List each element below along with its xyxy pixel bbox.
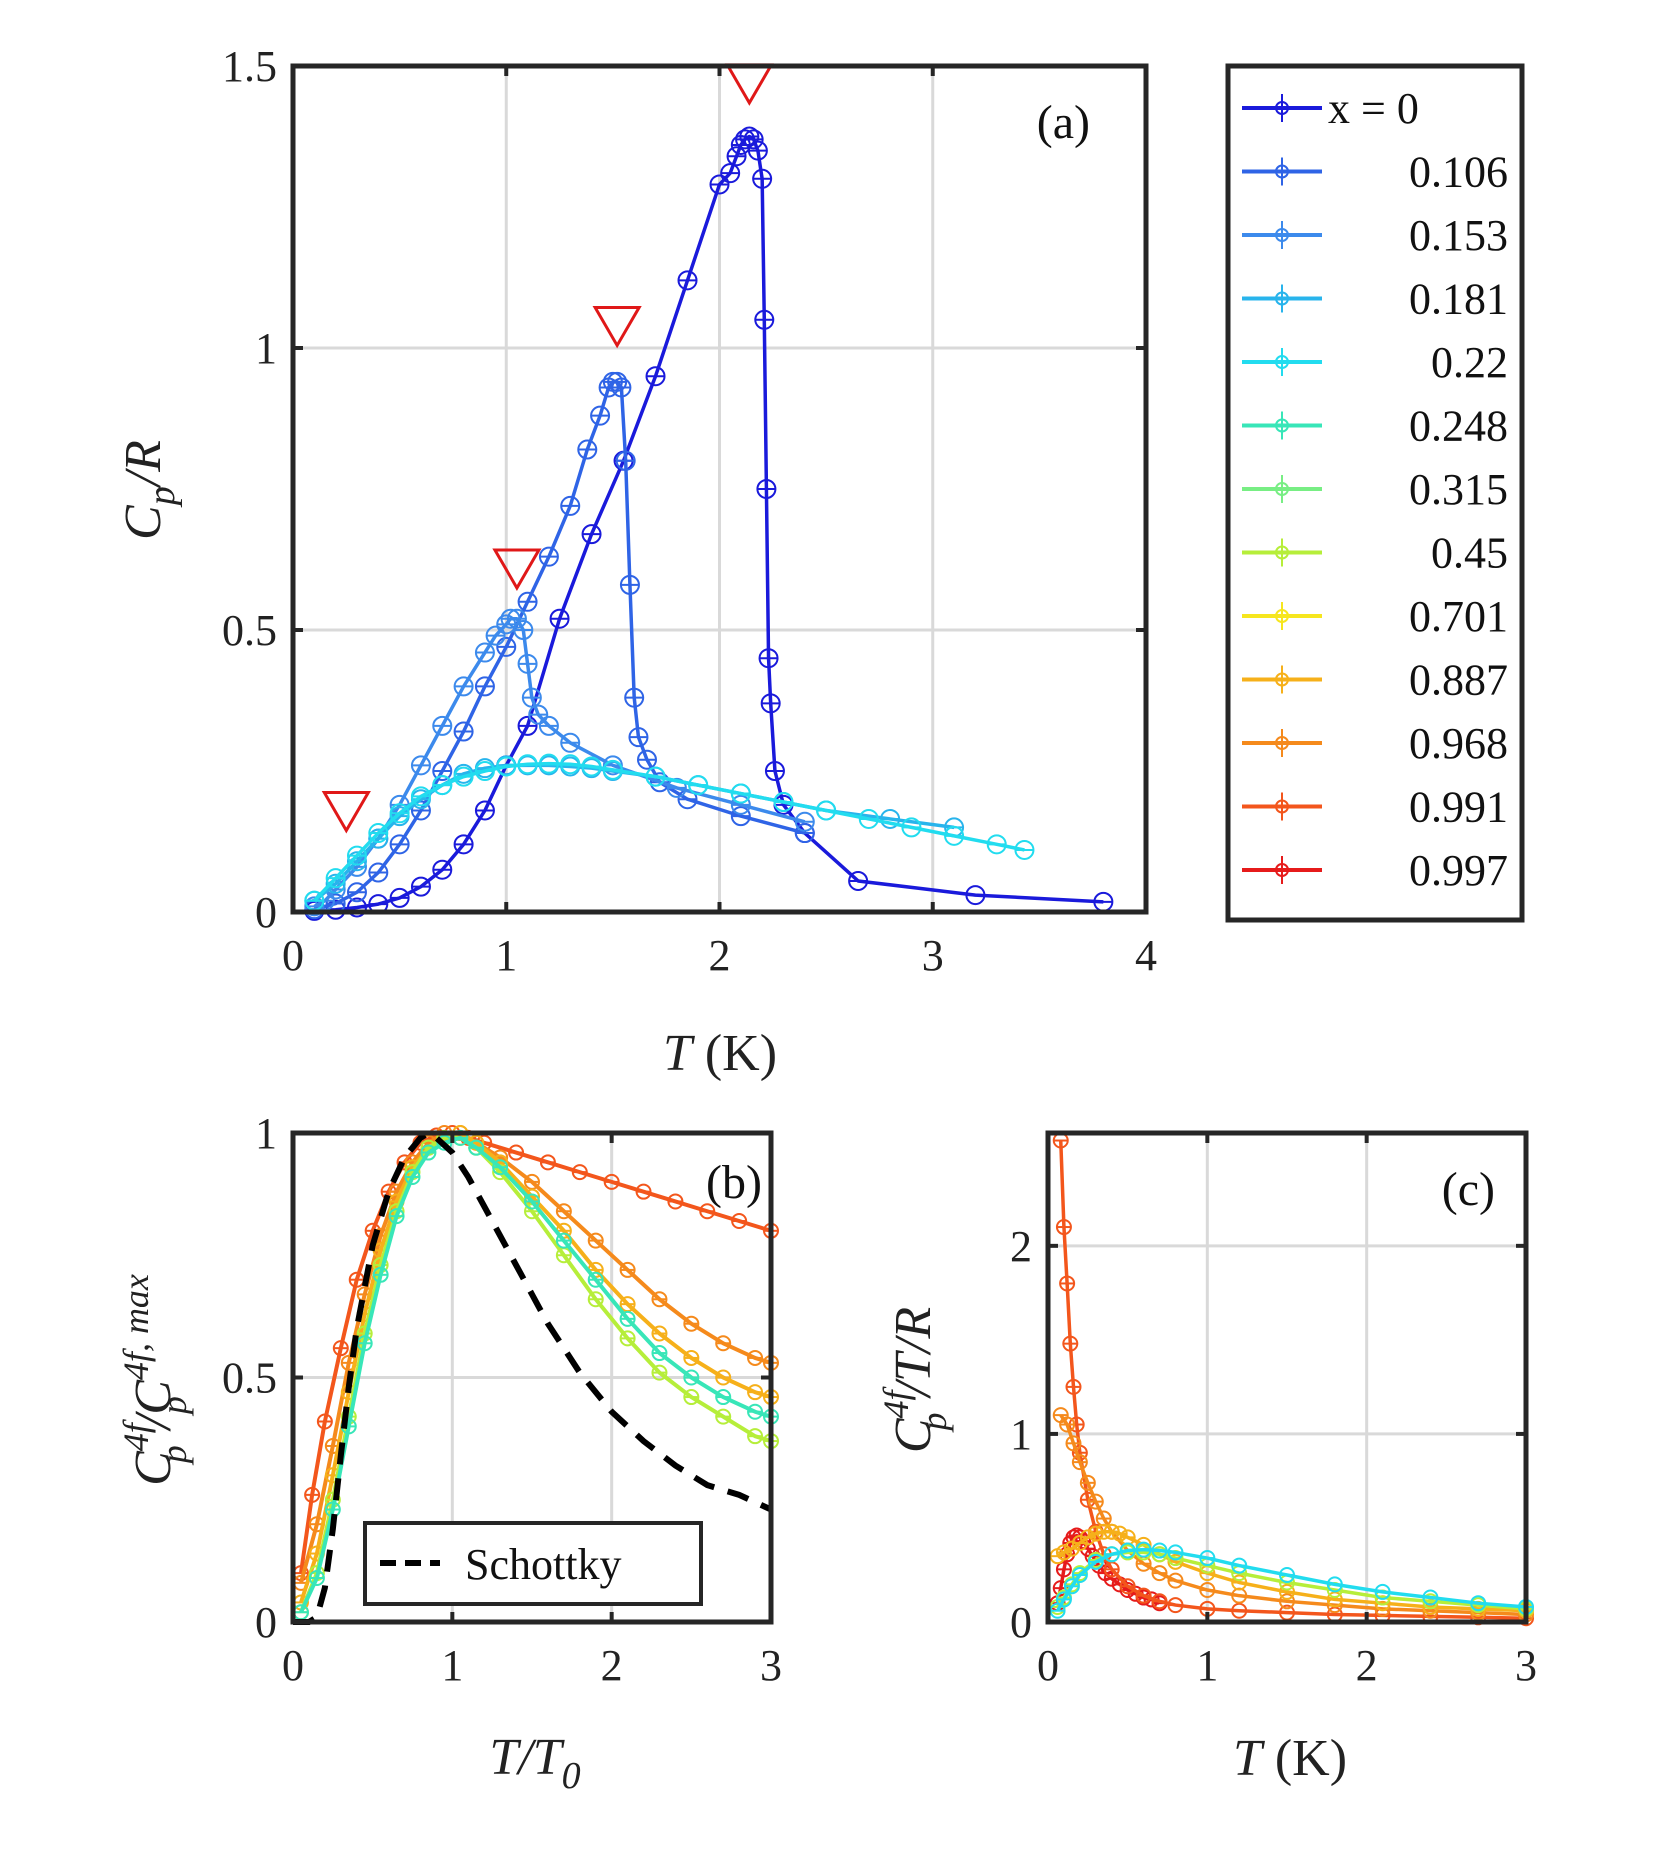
schottky-legend-label: Schottky <box>465 1540 621 1589</box>
panel-a-xtick-label-4: 4 <box>1135 931 1157 980</box>
series-line <box>1056 1547 1527 1612</box>
panel-a-series-x---0 <box>304 126 1114 921</box>
panel-a-tag: (a) <box>1037 96 1090 149</box>
panel-b-tag: (b) <box>706 1156 762 1209</box>
panel-c-xlabel: T (K) <box>1233 1730 1347 1787</box>
panel-c-tag: (c) <box>1442 1163 1495 1216</box>
panel-c-xtick-label-2: 2 <box>1356 1641 1378 1690</box>
panel-c-ticks: 0 1 2 3 0 1 2 <box>1010 1133 1537 1690</box>
legend-entry-12: 0.997 <box>1242 846 1508 895</box>
legend-entry-1: 0.106 <box>1242 148 1508 197</box>
legend-entry-6: 0.315 <box>1242 465 1508 514</box>
panel-c-ytick-label-0: 0 <box>1010 1598 1032 1647</box>
legend-label-0: x = 0 <box>1328 84 1419 133</box>
panel-b-ticks: 0 1 2 3 0 0.5 1 <box>222 1109 782 1690</box>
panel-b-ytick-label-0: 0 <box>255 1598 277 1647</box>
legend-label-10: 0.968 <box>1409 719 1508 768</box>
panel-c-ylabel: C4fp/T/R <box>876 1307 954 1453</box>
panel-a-xlabel: T (K) <box>663 1025 777 1082</box>
panel-a-ylabel: Cp/R <box>115 440 183 540</box>
series-line <box>313 380 806 911</box>
panel-a-series-0-22 <box>304 753 1035 911</box>
panel-b-xtick-label-2: 2 <box>601 1641 623 1690</box>
series-line <box>299 1135 772 1614</box>
legend-entry-8: 0.701 <box>1242 592 1508 641</box>
legend-label-5: 0.248 <box>1409 402 1508 451</box>
panel-b: 0 1 2 3 0 0.5 1 (b) Schottky T/T0 C4fp/C4f, ma… <box>116 1109 782 1797</box>
legend-label-2: 0.153 <box>1409 211 1508 260</box>
panel-a-grid <box>293 66 1146 912</box>
panel-b-xtick-label-1: 1 <box>441 1641 463 1690</box>
panel-c: 0 1 2 3 0 1 2 (c) T (K) C4fp/T/R <box>876 1130 1537 1787</box>
legend-label-4: 0.22 <box>1431 338 1508 387</box>
legend: x = 0 0.106 0.153 0.181 0.22 0.248 0.315 0.45 0.… <box>1225 63 1525 923</box>
panel-b-xtick-label-3: 3 <box>760 1641 782 1690</box>
panel-c-ytick-label-1: 1 <box>1010 1410 1032 1459</box>
transition-marker-2 <box>592 305 642 349</box>
legend-entry-4: 0.22 <box>1242 338 1508 387</box>
transition-marker-1 <box>492 548 542 591</box>
panel-a-series-0-106 <box>304 371 815 920</box>
panel-c-xtick-label-1: 1 <box>1196 1641 1218 1690</box>
panel-c-series <box>1049 1132 1534 1627</box>
panel-c-series-0-22 <box>1049 1541 1534 1619</box>
panel-a-xtick-label-2: 2 <box>709 931 731 980</box>
panel-c-grid <box>1048 1133 1526 1622</box>
panel-a-ytick-label-2: 1 <box>255 324 277 373</box>
legend-entry-5: 0.248 <box>1242 402 1508 451</box>
panel-a-xtick-label-1: 1 <box>495 931 517 980</box>
legend-entry-2: 0.153 <box>1242 211 1508 260</box>
legend-label-8: 0.701 <box>1409 592 1508 641</box>
legend-entry-11: 0.991 <box>1242 783 1508 832</box>
panel-b-xtick-label-0: 0 <box>282 1641 304 1690</box>
legend-label-3: 0.181 <box>1409 275 1508 324</box>
panel-a-series <box>304 126 1114 921</box>
transition-marker-0 <box>321 790 371 834</box>
legend-label-12: 0.997 <box>1409 846 1508 895</box>
legend-label-1: 0.106 <box>1409 148 1508 197</box>
panel-b-ytick-label-1: 0.5 <box>222 1354 277 1403</box>
panel-a: 0 1 2 3 4 0 0.5 1 1.5 (a) T (K) Cp/R <box>115 42 1157 1082</box>
panel-b-legend: Schottky <box>363 1521 703 1606</box>
legend-label-7: 0.45 <box>1431 529 1508 578</box>
panel-c-xtick-label-3: 3 <box>1515 1641 1537 1690</box>
panel-a-xtick-label-0: 0 <box>282 931 304 980</box>
panel-b-ytick-label-2: 1 <box>255 1109 277 1158</box>
panel-a-ytick-label-0: 0 <box>255 888 277 937</box>
legend-entry-0: x = 0 <box>1242 84 1419 133</box>
panel-b-series-0-248 <box>292 1129 779 1621</box>
schottky-curve <box>293 1129 773 1625</box>
panel-a-ytick-label-1: 0.5 <box>222 606 277 655</box>
legend-label-11: 0.991 <box>1409 783 1508 832</box>
panel-a-ytick-label-3: 1.5 <box>222 42 277 91</box>
legend-entry-9: 0.887 <box>1242 656 1508 705</box>
panel-a-ticks: 0 1 2 3 4 0 0.5 1 1.5 <box>222 42 1157 980</box>
panel-b-xlabel: T/T0 <box>489 1729 580 1797</box>
legend-label-6: 0.315 <box>1409 465 1508 514</box>
legend-entry-7: 0.45 <box>1242 529 1508 578</box>
legend-entry-3: 0.181 <box>1242 275 1508 324</box>
panel-c-ytick-label-2: 2 <box>1010 1222 1032 1271</box>
panel-c-xtick-label-0: 0 <box>1037 1641 1059 1690</box>
panel-a-xtick-label-3: 3 <box>922 931 944 980</box>
transition-marker-3 <box>724 63 774 106</box>
panel-b-series <box>292 1125 779 1625</box>
panel-c-frame <box>1045 1130 1529 1625</box>
panel-b-ylabel: C4fp/C4f, maxp <box>116 1274 194 1486</box>
legend-items: x = 0 0.106 0.153 0.181 0.22 0.248 0.315 0.45 0.… <box>1242 84 1508 895</box>
legend-label-9: 0.887 <box>1409 656 1508 705</box>
legend-entry-10: 0.968 <box>1242 719 1508 768</box>
